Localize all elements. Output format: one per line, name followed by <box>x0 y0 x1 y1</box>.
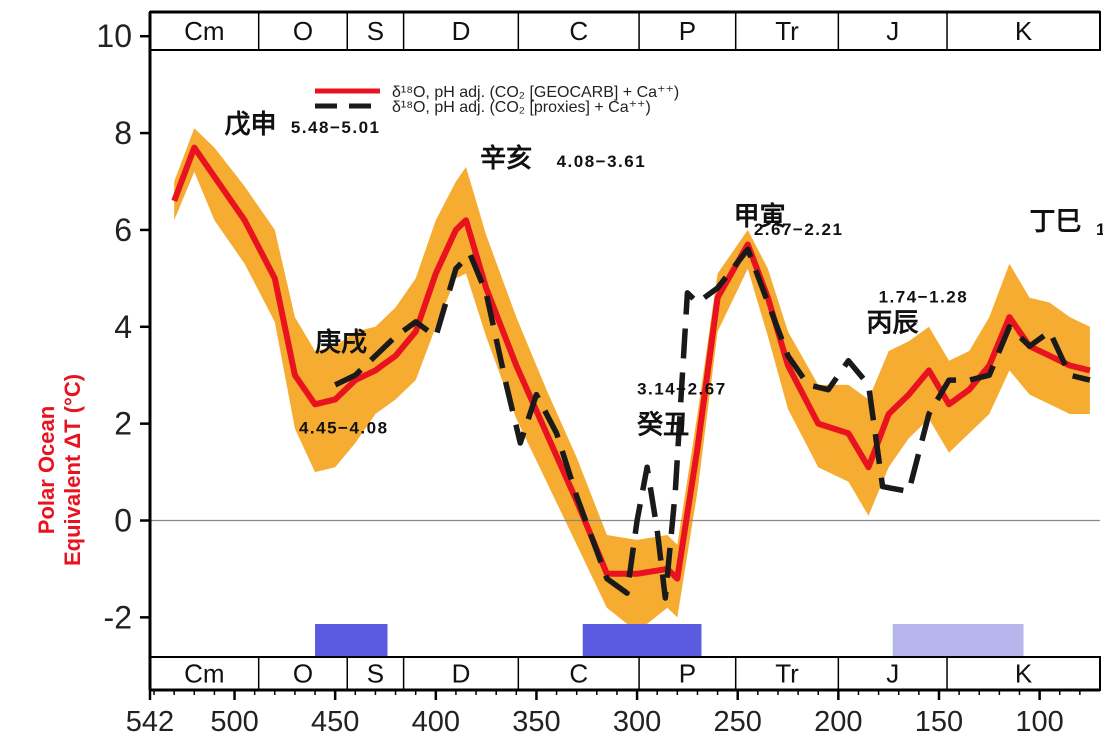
period-label-bottom-o: O <box>293 659 313 689</box>
annotation-8: 1.74−1.28 <box>879 288 969 307</box>
y-tick-label-3: 4 <box>114 309 132 345</box>
series-line-geocarb <box>171 144 1091 582</box>
period-label-bottom-tr: Tr <box>775 659 799 689</box>
annotation-10: 庚戌 <box>315 327 367 358</box>
period-label-top-c: C <box>569 16 588 46</box>
x-tick-label-8: 150 <box>915 706 963 738</box>
annotation-9: 丙辰 <box>867 309 919 339</box>
period-strip-top <box>149 11 1101 51</box>
x-tick-label-4: 350 <box>512 706 560 738</box>
y-tick-label-6: -2 <box>104 599 132 635</box>
glaciation-bar-0 <box>315 624 388 657</box>
series-lines-layer <box>171 144 1091 601</box>
period-label-bottom-d: D <box>452 659 471 689</box>
period-label-top-tr: Tr <box>775 16 799 46</box>
glaciation-bar-1 <box>582 624 702 657</box>
annotation-5: 2.67−2.21 <box>754 220 844 239</box>
y-tick-label-1: 8 <box>114 115 132 151</box>
annotation-1: 5.48−5.01 <box>291 118 381 137</box>
x-tick-label-3: 400 <box>412 706 460 738</box>
x-tick-label-2: 450 <box>311 706 359 738</box>
y-tick-label-2: 6 <box>114 212 132 248</box>
period-label-top-j: J <box>886 16 899 46</box>
annotation-4: 甲寅 <box>734 201 786 232</box>
x-tick-label-0: 542 <box>126 706 174 738</box>
legend-label-geocarb: δ¹⁸O, pH adj. (CO₂ [GEOCARB] + Ca⁺⁺) <box>392 84 679 101</box>
y-axis-title-line1: Polar Ocean <box>34 406 59 534</box>
annotations-layer: 戊申 5.48−5.01 辛亥 4.08−3.61 甲寅2.67−2.21 丁巳 1.28−… <box>224 110 1103 440</box>
axes-layer: 10 8 6 4 2 0 -2 542 500 450 400 350 300 250 200 150 100 <box>96 12 1100 738</box>
x-tick-label-7: 200 <box>814 706 862 738</box>
period-label-top-d: D <box>452 16 471 46</box>
period-label-bottom-p: P <box>679 659 696 689</box>
annotation-3: 4.08−3.61 <box>557 152 647 171</box>
legend: δ¹⁸O, pH adj. (CO₂ [GEOCARB] + Ca⁺⁺) δ¹⁸… <box>315 84 679 116</box>
y-axis-title-line2: Equivalent ΔT (°C) <box>60 374 85 566</box>
period-label-bottom-j: J <box>886 659 899 689</box>
period-label-top-o: O <box>293 16 313 46</box>
x-tick-label-6: 250 <box>714 706 762 738</box>
y-tick-label-5: 0 <box>114 503 132 539</box>
annotation-12: 3.14−2.67 <box>637 380 727 399</box>
period-strip-bottom <box>149 656 1101 691</box>
x-tick-label-5: 300 <box>613 706 661 738</box>
annotation-0: 戊申 <box>224 110 276 140</box>
annotation-11: 4.45−4.08 <box>299 418 389 437</box>
y-tick-label-0: 10 <box>96 18 132 54</box>
annotation-13: 癸丑 <box>636 409 689 440</box>
glaciation-bar-2 <box>892 624 1024 657</box>
period-label-bottom-c: C <box>569 659 588 689</box>
period-label-bottom-k: K <box>1015 659 1033 689</box>
x-tick-label-9: 100 <box>1015 706 1063 738</box>
y-tick-label-4: 2 <box>114 406 132 442</box>
period-label-bottom-s: S <box>367 659 384 689</box>
period-label-top-s: S <box>367 16 384 46</box>
y-axis-title: Polar Ocean Equivalent ΔT (°C) <box>34 374 85 566</box>
annotation-7: 1.28−0.8 <box>1096 220 1103 239</box>
series-line-proxies <box>334 246 1091 601</box>
annotation-6: 丁巳 <box>1030 207 1082 237</box>
period-label-top-k: K <box>1015 16 1033 46</box>
period-label-top-cm: Cm <box>184 16 224 46</box>
period-label-top-p: P <box>679 16 696 46</box>
period-label-bottom-cm: Cm <box>184 659 224 689</box>
legend-label-proxies: δ¹⁸O, pH adj. (CO₂ [proxies] + Ca⁺⁺) <box>392 99 651 116</box>
glaciation-bars-layer <box>315 624 1024 657</box>
annotation-2: 辛亥 <box>480 143 532 174</box>
x-tick-label-1: 500 <box>210 706 258 738</box>
